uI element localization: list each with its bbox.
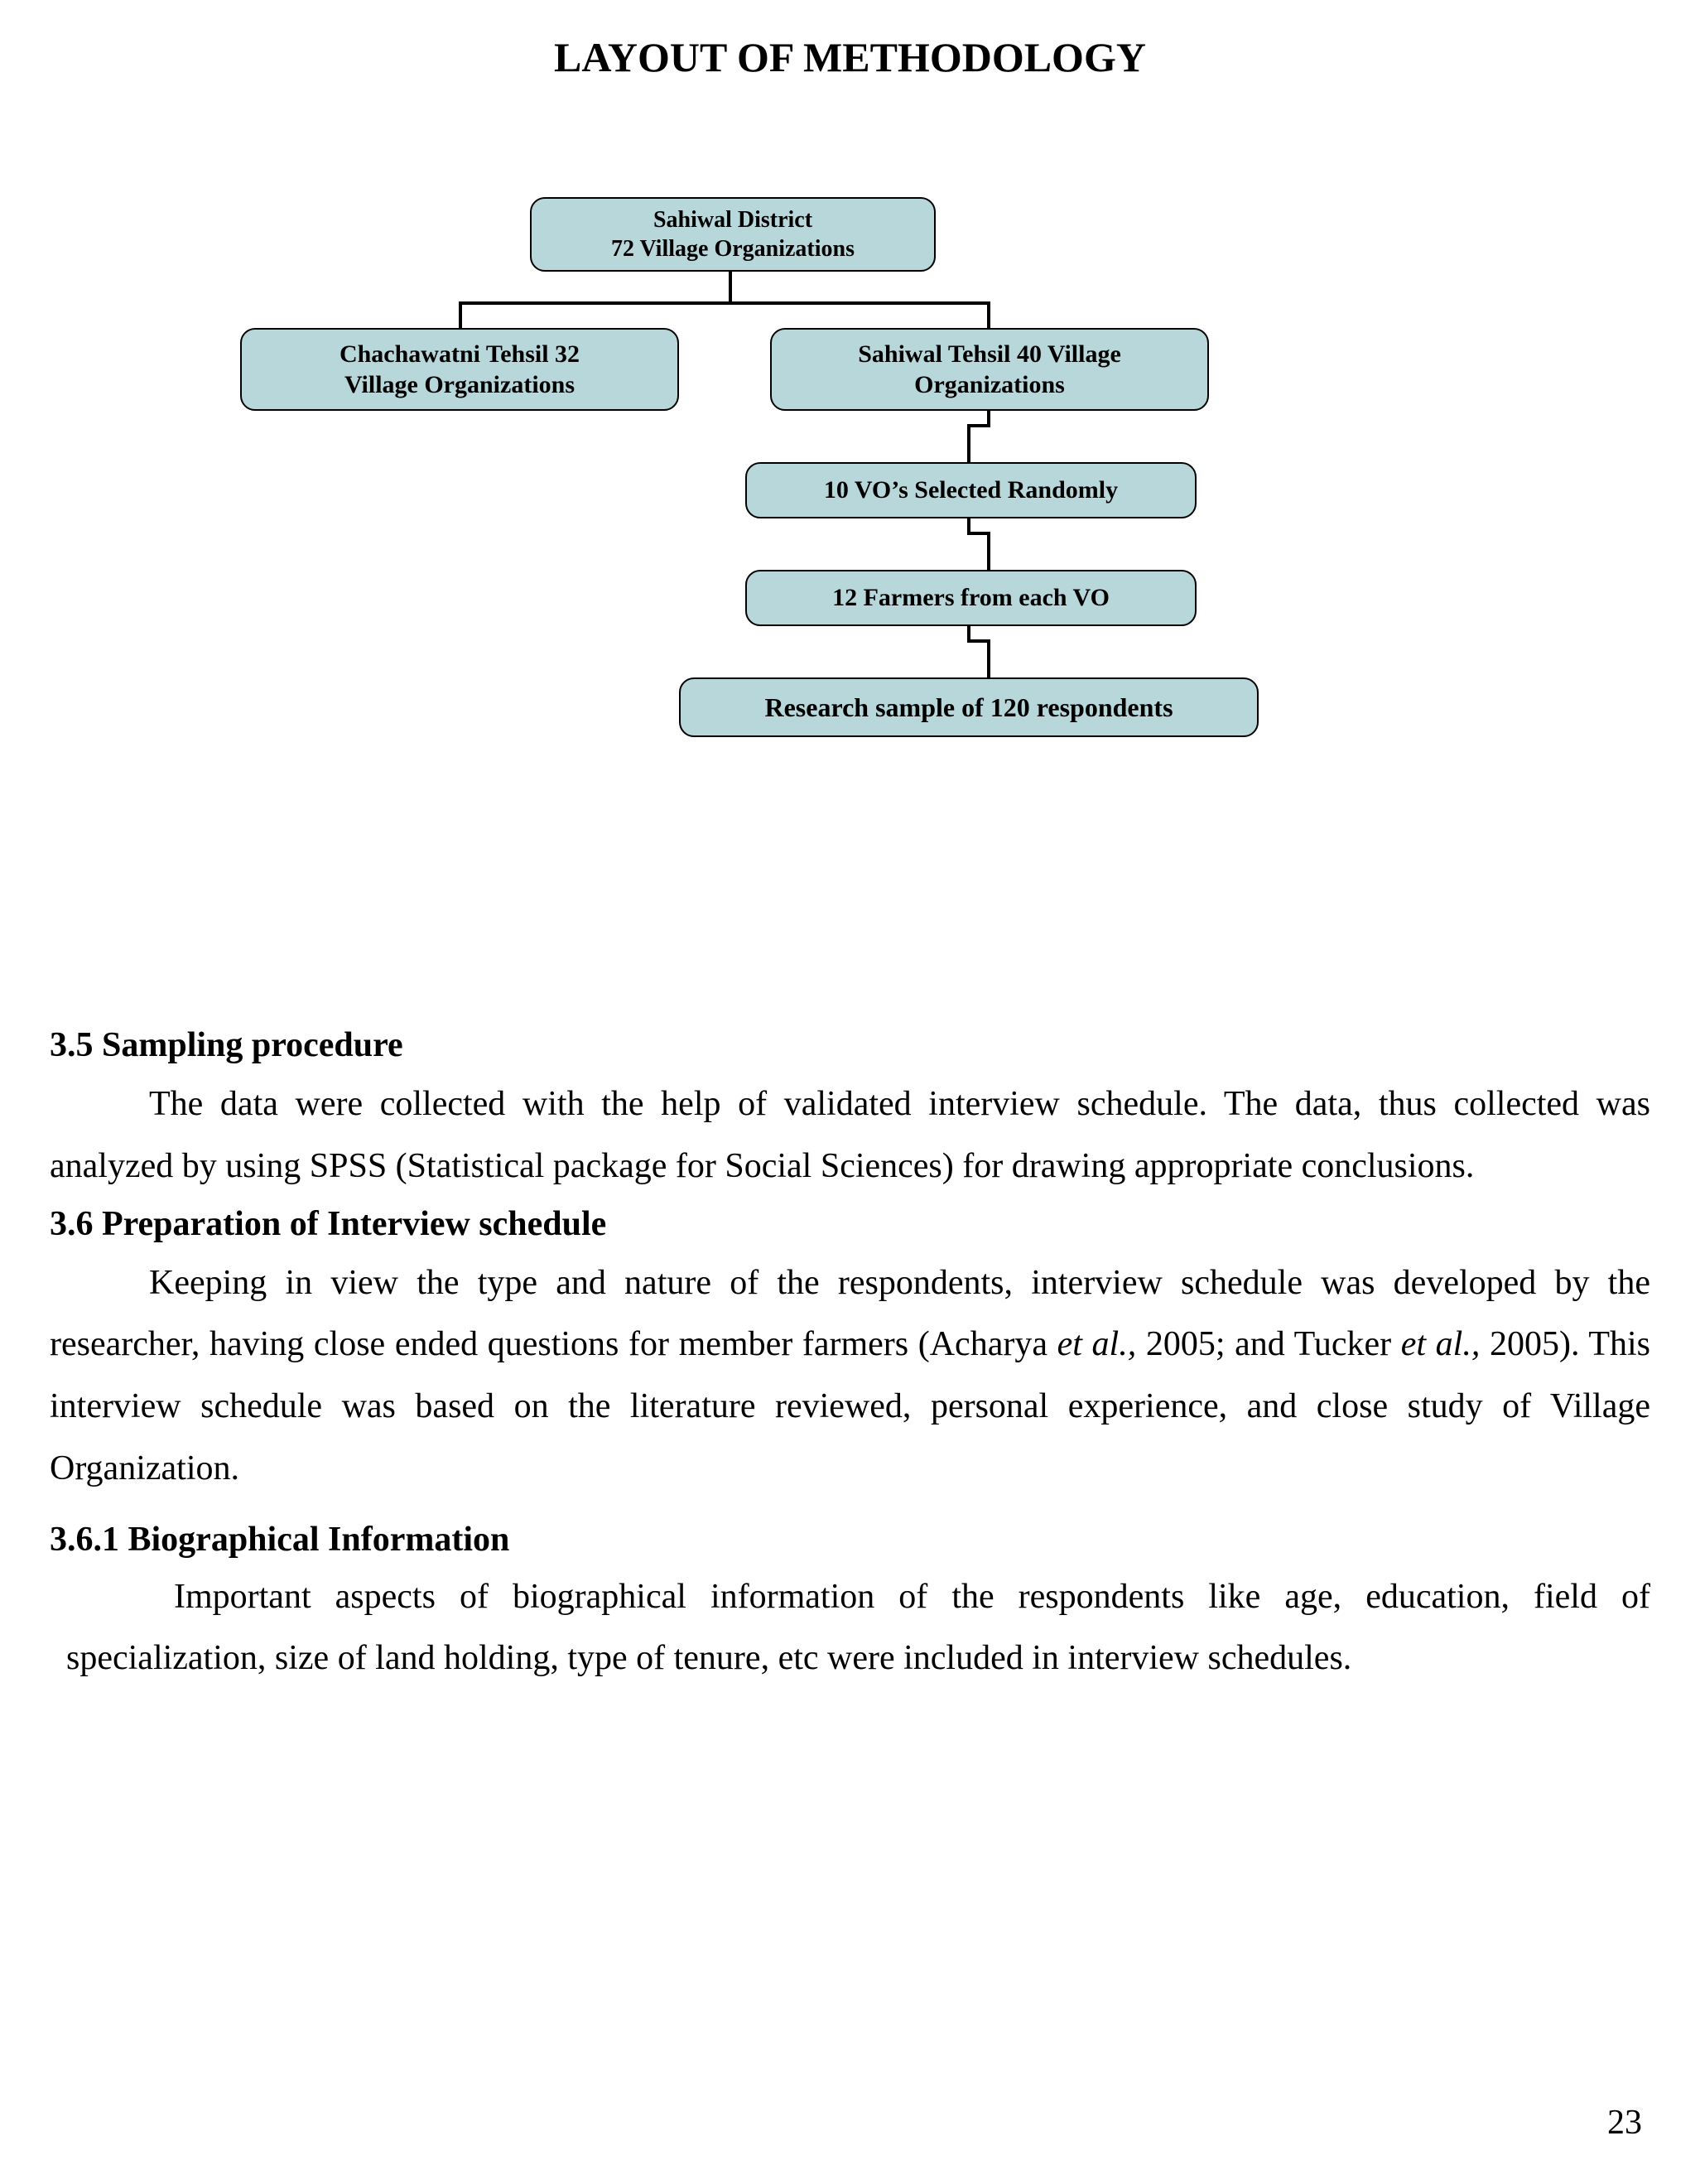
flowchart-connector (987, 301, 990, 328)
flowchart-node-leftT: Chachawatni Tehsil 32Village Organizatio… (240, 328, 679, 411)
body-3-6-it2: et al., (1401, 1325, 1481, 1363)
flowchart-connector (967, 518, 970, 532)
body-3-5: The data were collected with the help of… (50, 1073, 1650, 1198)
flowchart-node-vo10: 10 VO’s Selected Randomly (745, 462, 1197, 518)
page-number: 23 (1607, 2103, 1642, 2143)
flowchart-connector (967, 424, 990, 427)
flowchart-node-label: Village Organizations (344, 369, 575, 401)
body-3-6-mid: 2005; and Tucker (1136, 1325, 1401, 1363)
body-3-5-text: The data were collected with the help of… (50, 1085, 1650, 1185)
body-3-6-it1: et al., (1057, 1325, 1137, 1363)
flowchart-node-label: Research sample of 120 respondents (764, 691, 1173, 724)
body-3-6-1-text: Important aspects of biographical inform… (66, 1578, 1650, 1678)
flowchart-node-label: 12 Farmers from each VO (832, 582, 1110, 614)
body-3-6: Keeping in view the type and nature of t… (50, 1252, 1650, 1500)
body-3-6-1: Important aspects of biographical inform… (66, 1566, 1650, 1690)
flowchart-node-label: Sahiwal District (653, 205, 812, 234)
flowchart-node-rightT: Sahiwal Tehsil 40 VillageOrganizations (770, 328, 1209, 411)
page-title: LAYOUT OF METHODOLOGY (50, 33, 1650, 81)
flowchart-connector (729, 272, 732, 301)
methodology-flowchart: Sahiwal District72 Village Organizations… (50, 197, 1650, 810)
flowchart-connector (459, 301, 990, 305)
flowchart-connector (987, 411, 990, 424)
flowchart-node-root: Sahiwal District72 Village Organizations (530, 197, 936, 272)
flowchart-connector (987, 532, 990, 570)
flowchart-node-sample: Research sample of 120 respondents (679, 677, 1259, 737)
flowchart-node-label: 72 Village Organizations (611, 234, 855, 263)
flowchart-node-label: Chachawatni Tehsil 32 (340, 339, 580, 370)
heading-3-5: 3.5 Sampling procedure (50, 1025, 1650, 1065)
flowchart-connector (459, 301, 462, 328)
flowchart-node-label: 10 VO’s Selected Randomly (824, 475, 1118, 506)
heading-3-6-1: 3.6.1 Biographical Information (50, 1520, 1650, 1560)
flowchart-connector (967, 424, 970, 462)
flowchart-node-farm12: 12 Farmers from each VO (745, 570, 1197, 626)
flowchart-node-label: Organizations (914, 369, 1065, 401)
page: LAYOUT OF METHODOLOGY Sahiwal District72… (0, 0, 1700, 2184)
flowchart-node-label: Sahiwal Tehsil 40 Village (858, 339, 1121, 370)
flowchart-connector (987, 639, 990, 677)
heading-3-6: 3.6 Preparation of Interview schedule (50, 1204, 1650, 1244)
flowchart-connector (967, 626, 970, 639)
